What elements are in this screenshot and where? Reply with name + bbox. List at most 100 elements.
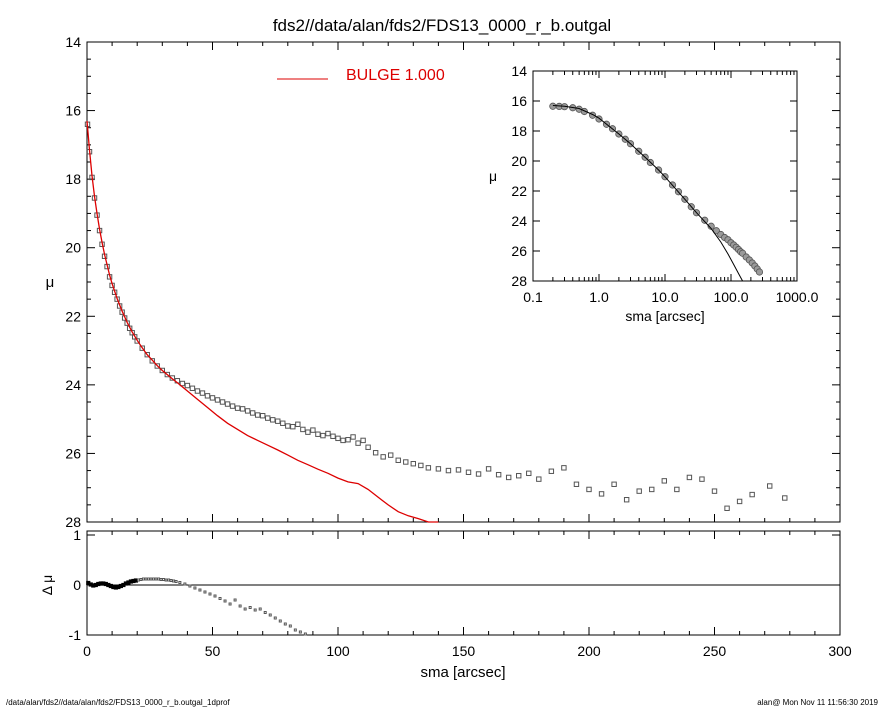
data-point	[649, 486, 655, 493]
data-point	[526, 470, 532, 477]
residual-point	[273, 616, 277, 620]
residual-point	[154, 577, 158, 581]
residual-point	[283, 622, 287, 626]
inset-data-point	[707, 222, 715, 230]
data-point	[782, 495, 788, 501]
residual-point	[149, 577, 153, 581]
data-point	[749, 491, 755, 498]
data-point	[410, 461, 417, 467]
data-point	[285, 423, 291, 429]
data-point	[435, 466, 442, 472]
residual-point	[293, 628, 297, 632]
data-point	[475, 471, 482, 477]
data-point	[270, 417, 276, 423]
residual-point	[268, 613, 272, 617]
data-point	[355, 440, 361, 446]
inset-x-tick-label: 1000.0	[776, 289, 819, 305]
data-point	[234, 405, 241, 411]
residual-point	[169, 579, 173, 582]
data-point	[445, 467, 452, 474]
y-tick-label: 16	[65, 103, 81, 119]
data-point	[345, 437, 351, 443]
data-point	[320, 432, 326, 439]
inset-model-line	[552, 105, 744, 282]
inset-log-panel: 14 16 18 20 22 24 26 280.1 1.0 10.0 100.0 1000.0 sma…	[489, 63, 819, 324]
data-point	[380, 454, 386, 460]
residual-point	[157, 577, 161, 581]
inset-x-tick-label: 100.0	[713, 289, 748, 305]
data-point	[388, 452, 394, 458]
residual-point	[174, 580, 178, 583]
x-tick-label: 200	[577, 643, 601, 659]
data-point	[295, 421, 301, 427]
data-point	[711, 488, 718, 494]
legend-label: BULGE 1.000	[346, 67, 445, 84]
residual-point	[136, 578, 140, 582]
inset-y-tick-label: 18	[511, 123, 527, 139]
residual-y-tick-label: -1	[69, 627, 82, 643]
inset-y-tick-label: 16	[511, 93, 527, 109]
residual-point	[228, 602, 232, 606]
data-point	[425, 465, 432, 471]
y-tick-label: 20	[65, 240, 81, 256]
residual-point	[238, 604, 242, 608]
residual-point	[203, 590, 207, 594]
data-point	[204, 393, 211, 399]
data-point	[724, 505, 730, 511]
residual-point	[243, 607, 247, 611]
data-point	[485, 466, 492, 472]
residual-y-tick-label: 0	[73, 577, 81, 593]
inset-y-tick-label: 28	[511, 273, 527, 289]
inset-data-point	[701, 216, 709, 224]
data-point	[139, 345, 145, 351]
data-point	[280, 420, 286, 426]
x-tick-label: 100	[326, 643, 350, 659]
main-profile-panel: 14 16 18 20 22 24 26 28 μ BULGE 1.000	[46, 34, 841, 530]
y-tick-label: 14	[65, 34, 81, 50]
data-point	[465, 469, 472, 475]
data-point	[159, 367, 166, 374]
x-tick-label: 250	[703, 643, 727, 659]
data-point	[661, 478, 667, 484]
data-point	[265, 415, 271, 421]
x-tick-label: 0	[83, 643, 91, 659]
data-point	[209, 395, 216, 401]
residual-point	[193, 586, 197, 590]
y-tick-label: 22	[65, 308, 81, 324]
data-point	[239, 406, 246, 412]
data-point	[418, 462, 424, 469]
data-point	[310, 427, 316, 433]
data-point	[611, 481, 617, 487]
y-tick-label: 26	[65, 445, 81, 461]
data-point	[194, 388, 201, 394]
data-point	[372, 450, 379, 456]
data-point	[586, 486, 592, 493]
x-tick-label: 50	[205, 643, 221, 659]
residual-point	[139, 578, 143, 581]
data-point	[736, 498, 743, 505]
data-point	[315, 431, 321, 437]
data-point	[184, 382, 191, 389]
data-point	[365, 444, 371, 450]
data-point	[214, 397, 221, 403]
residual-point	[248, 606, 252, 609]
y-axis-label: μ	[46, 274, 55, 291]
inset-y-tick-label: 14	[511, 63, 527, 79]
data-point	[249, 410, 256, 416]
data-point	[674, 486, 680, 493]
data-point	[154, 363, 160, 369]
x-tick-label: 300	[828, 643, 852, 659]
data-point	[260, 413, 266, 419]
inset-y-tick-label: 22	[511, 183, 527, 199]
x-axis-label: sma [arcsec]	[420, 664, 505, 681]
residual-point	[152, 577, 156, 581]
data-point	[573, 481, 580, 487]
data-point	[767, 483, 773, 489]
footer-file-path: /data/alan/fds2//data/alan/fds2/FDS13_00…	[6, 698, 231, 707]
inset-x-tick-label: 10.0	[651, 289, 678, 305]
data-point	[636, 488, 642, 494]
data-point	[224, 401, 231, 407]
residual-point	[263, 611, 267, 614]
